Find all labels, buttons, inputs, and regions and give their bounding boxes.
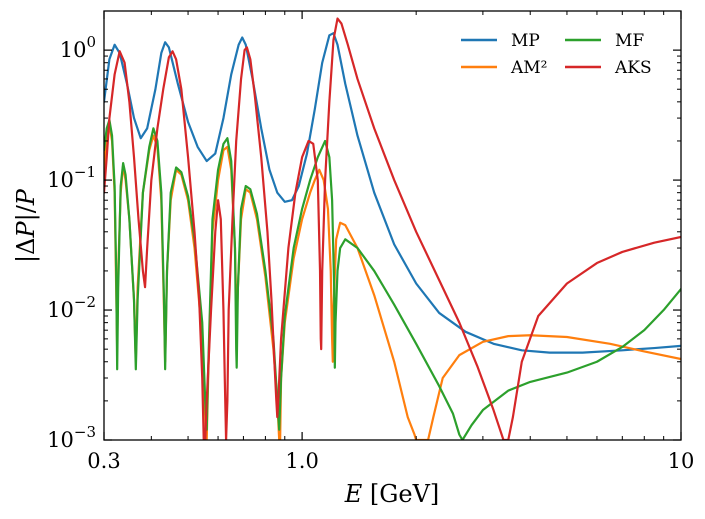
legend-label-0: MP bbox=[511, 31, 540, 51]
tick-layer: 0.3 1.0 10 100 10−1 10−2 10−3 bbox=[47, 10, 695, 473]
legend: MP AM² MF AKS bbox=[461, 31, 652, 78]
series-line-1 bbox=[104, 122, 681, 440]
x-tick-label: 1.0 bbox=[285, 449, 318, 473]
y-tick-label: 10−2 bbox=[47, 293, 96, 322]
x-tick-label: 0.3 bbox=[87, 449, 120, 473]
series-layer bbox=[104, 17, 681, 440]
series-line-3 bbox=[104, 17, 681, 440]
series-line-2 bbox=[104, 118, 681, 440]
y-tick-label: 10−3 bbox=[47, 423, 96, 452]
x-axis-label: E [GeV] bbox=[344, 480, 440, 508]
plot-frame bbox=[103, 10, 682, 441]
y-tick-label: 10−1 bbox=[47, 163, 96, 192]
y-tick-label: 100 bbox=[60, 33, 96, 62]
legend-label-1: AM² bbox=[510, 58, 548, 78]
y-axis-label: |ΔP|/P bbox=[12, 188, 41, 263]
legend-label-3: AKS bbox=[614, 58, 652, 78]
legend-label-2: MF bbox=[615, 31, 644, 51]
series-line-0 bbox=[104, 32, 681, 354]
x-tick-label: 10 bbox=[668, 449, 695, 473]
